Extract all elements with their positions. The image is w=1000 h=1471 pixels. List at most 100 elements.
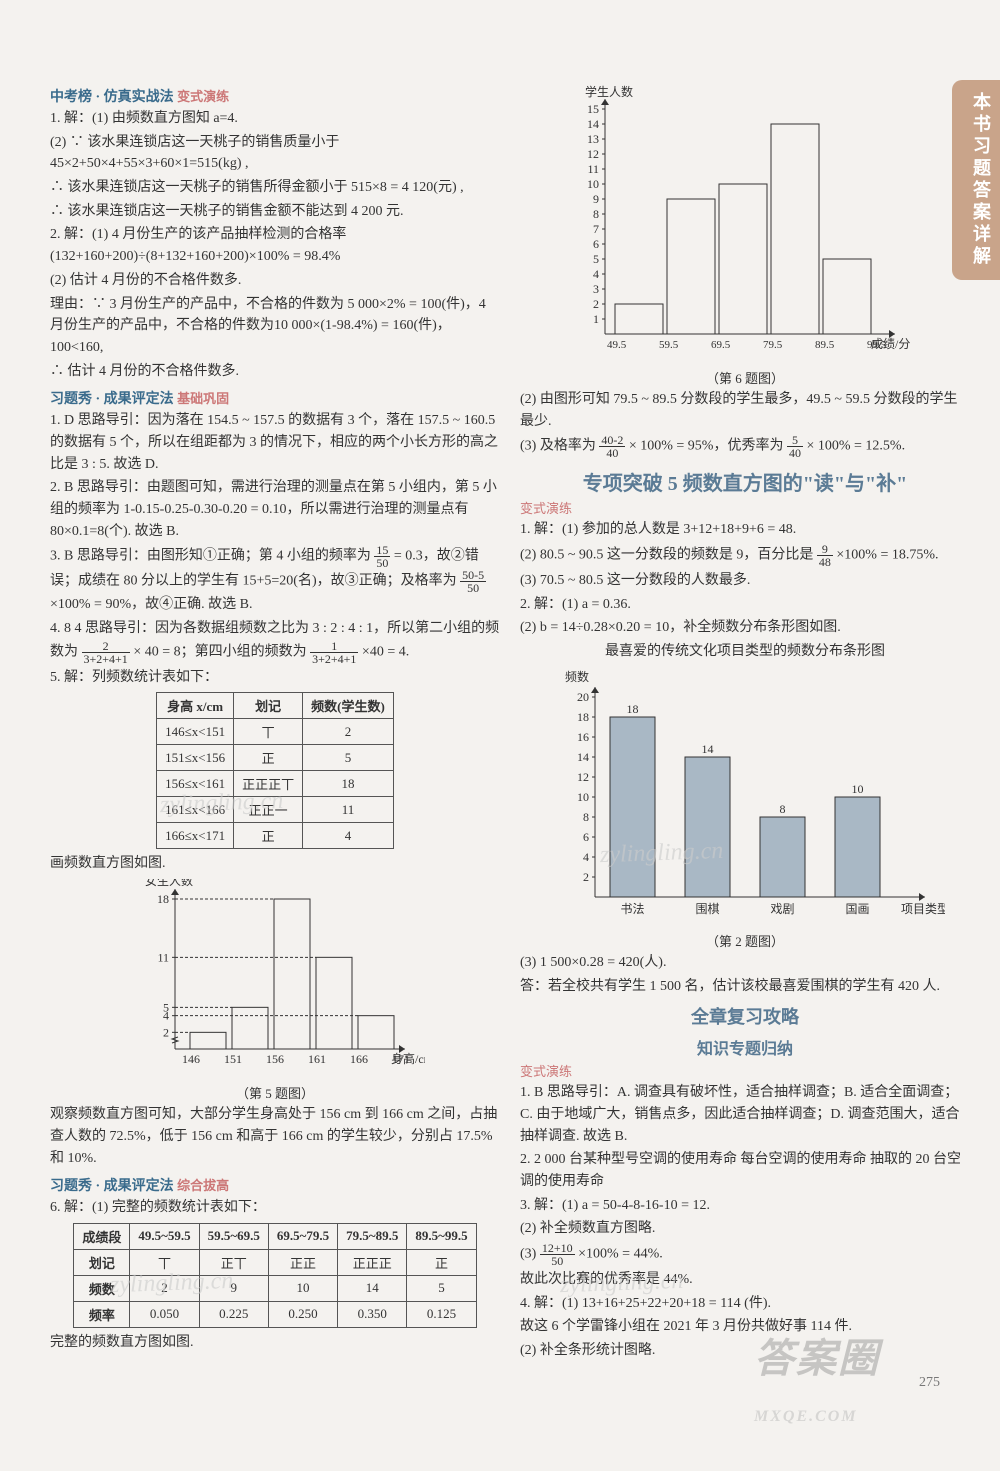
qz-4-2: 故这 6 个学雷锋小组在 2021 年 3 月份共做好事 114 件. (520, 1316, 970, 1338)
zx5-6: (3) 1 500×0.28 = 420(人). (520, 952, 970, 974)
watermark-bot-right: zylingling.cn (560, 1268, 684, 1299)
page-number: 275 (919, 1375, 940, 1391)
p2-4: ∴ 估计 4 月份的不合格件数多. (50, 361, 500, 383)
q4-frac1: 23+2+4+1 (82, 640, 130, 665)
p2-1: 2. 解：(1) 4 月份生产的该产品抽样检测的合格率 (132+160+200… (50, 224, 500, 267)
zx5-2b: ×100% = 18.75%. (836, 548, 938, 563)
svg-text:学生人数: 学生人数 (585, 84, 633, 99)
svg-text:10: 10 (577, 790, 589, 804)
svg-text:6: 6 (593, 237, 599, 251)
sec2-sub: 基础巩固 (177, 391, 229, 406)
qz-3-3b: ×100% = 44%. (578, 1247, 663, 1262)
watermark-bot-left: zylingling.cn (110, 1268, 234, 1299)
q4-frac2: 13+2+4+1 (310, 640, 358, 665)
chart5-caption: （第 5 题图） (50, 1083, 500, 1102)
sec1-title: 中考榜 · 仿真实战法 变式演练 (50, 86, 500, 106)
svg-text:14: 14 (577, 750, 589, 764)
svg-text:成绩/分: 成绩/分 (871, 337, 910, 351)
svg-text:3: 3 (593, 282, 599, 296)
svg-text:书法: 书法 (620, 902, 644, 916)
p6-frac2: 540 (787, 434, 803, 459)
q4: 4. 8 4 思路导引：因为各数据组频数之比为 3 : 2 : 4 : 1，所以… (50, 618, 500, 665)
p6-3: (3) 及格率为 40-240 × 100% = 95%，优秀率为 540 × … (520, 434, 970, 459)
p6-3c: × 100% = 12.5%. (806, 439, 905, 454)
p1-4: ∴ 该水果连锁店这一天桃子的销售金额不能达到 4 200 元. (50, 201, 500, 223)
q1: 1. D 思路导引：因为落在 154.5 ~ 157.5 的数据有 3 个，落在… (50, 410, 500, 475)
qz-3-3: (3) 12+1050 ×100% = 44%. (520, 1242, 970, 1267)
svg-text:18: 18 (577, 710, 589, 724)
svg-text:8: 8 (780, 802, 786, 816)
p6-3b: × 100% = 95%，优秀率为 (629, 439, 784, 454)
svg-text:2: 2 (593, 297, 599, 311)
svg-text:12: 12 (587, 147, 599, 161)
svg-text:2: 2 (163, 1025, 169, 1039)
svg-text:12: 12 (577, 770, 589, 784)
svg-text:2: 2 (583, 870, 589, 884)
q6-1: 6. 解：(1) 完整的频数统计表如下： (50, 1197, 500, 1219)
svg-text:项目类型: 项目类型 (901, 902, 945, 916)
chart2-caption: （第 2 题图） (520, 931, 970, 950)
svg-text:14: 14 (587, 117, 599, 131)
qz-1: 1. B 思路导引：A. 调查具有破坏性，适合抽样调查；B. 适合全面调查；C.… (520, 1082, 970, 1147)
svg-text:18: 18 (157, 892, 169, 906)
qz-3-1: 3. 解：(1) a = 50-4-8-16-10 = 12. (520, 1195, 970, 1217)
p1-3: ∴ 该水果连锁店这一天桃子的销售所得金额小于 515×8 = 4 120(元) … (50, 177, 500, 199)
zx5-5: (2) b = 14÷0.28×0.20 = 10，补全频数分布条形图如图. (520, 617, 970, 639)
svg-text:4: 4 (593, 267, 599, 281)
svg-text:频数: 频数 (565, 669, 589, 684)
svg-text:1: 1 (593, 312, 599, 326)
svg-text:10: 10 (587, 177, 599, 191)
svg-text:16: 16 (577, 730, 589, 744)
sec2-title: 习题秀 · 成果评定法 基础巩固 (50, 388, 500, 408)
svg-text:15: 15 (587, 102, 599, 116)
svg-text:20: 20 (577, 690, 589, 704)
svg-text:10: 10 (852, 782, 864, 796)
svg-text:国画: 国画 (845, 902, 869, 916)
q5-1: 5. 解：列频数统计表如下： (50, 667, 500, 689)
p6-frac1: 40-240 (599, 434, 625, 459)
q5-3: 观察频数直方图可知，大部分学生身高处于 156 cm 到 166 cm 之间，占… (50, 1104, 500, 1169)
svg-text:围棋: 围棋 (695, 902, 719, 916)
svg-text:5: 5 (163, 1000, 169, 1014)
p1-2: (2) ∵ 该水果连锁店这一天桃子的销售质量小于 45×2+50×4+55×3+… (50, 132, 500, 175)
zx5-3: (3) 70.5 ~ 80.5 这一分数段的人数最多. (520, 570, 970, 592)
watermark-mid-right: zylingling.cn (600, 838, 724, 869)
p6-2: (2) 由图形可知 79.5 ~ 89.5 分数段的学生最多，49.5 ~ 59… (520, 389, 970, 432)
qz-3-frac: 12+1050 (540, 1242, 575, 1267)
q3c: ×100% = 90%，故④正确. 故选 B. (50, 597, 252, 612)
q3-frac1: 1550 (374, 544, 390, 569)
qz-2: 2. 2 000 台某种型号空调的使用寿命 每台空调的使用寿命 抽取的 20 台… (520, 1149, 970, 1192)
svg-text:18: 18 (627, 702, 639, 716)
svg-text:女生人数: 女生人数 (145, 879, 193, 888)
svg-text:13: 13 (587, 132, 599, 146)
p2-3: 理由：∵ 3 月份生产的产品中，不合格的件数为 5 000×2% = 100(件… (50, 294, 500, 359)
q5-2: 画频数直方图如图. (50, 853, 500, 875)
chart2: 246810121416182018书法14围棋8戏剧10国画项目类型频数 (545, 667, 945, 927)
p2-2: (2) 估计 4 月份的不合格件数多. (50, 270, 500, 292)
svg-text:89.5: 89.5 (815, 339, 835, 351)
svg-text:166: 166 (350, 1052, 368, 1066)
zx5-7: 答：若全校共有学生 1 500 名，估计该校最喜爱围棋的学生有 420 人. (520, 976, 970, 998)
qz-sub: 变式演练 (520, 1061, 970, 1080)
watermark: 答案圈 MXQE.COM (754, 1326, 880, 1431)
sec3-title-text: 习题秀 · 成果评定法 (50, 1179, 174, 1194)
qz-title1: 全章复习攻略 (520, 1003, 970, 1029)
svg-text:戏剧: 戏剧 (770, 902, 794, 916)
q3a: 3. B 思路导引：由图形知①正确；第 4 小组的频率为 (50, 549, 371, 564)
svg-text:9: 9 (593, 192, 599, 206)
q4b: × 40 = 8；第四小组的频数为 (133, 644, 306, 659)
sec2-title-text: 习题秀 · 成果评定法 (50, 392, 174, 407)
zx5-frac: 948 (817, 543, 833, 568)
q3-frac2: 50-550 (460, 569, 486, 594)
q4c: ×40 = 4. (362, 644, 409, 659)
svg-text:69.5: 69.5 (711, 339, 731, 351)
svg-text:7: 7 (593, 222, 599, 236)
svg-text:156: 156 (266, 1052, 284, 1066)
svg-text:6: 6 (583, 830, 589, 844)
svg-text:151: 151 (224, 1052, 242, 1066)
svg-text:11: 11 (157, 950, 169, 964)
table5: 身高 x/cm划记频数(学生数)146≤x<151丅2151≤x<156正515… (156, 692, 394, 849)
svg-text:49.5: 49.5 (607, 339, 627, 351)
svg-text:11: 11 (587, 162, 599, 176)
qz-3-3a: (3) (520, 1247, 536, 1262)
